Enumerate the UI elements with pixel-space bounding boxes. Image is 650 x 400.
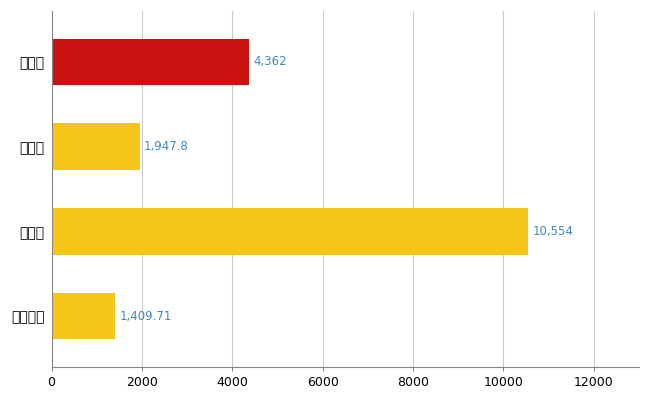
Text: 1,409.71: 1,409.71 (120, 310, 172, 322)
Text: 1,947.8: 1,947.8 (144, 140, 189, 153)
Bar (51, 293, 115, 339)
Bar (51, 39, 249, 85)
Bar (51, 123, 140, 170)
Text: 10,554: 10,554 (533, 225, 574, 238)
Text: 4,362: 4,362 (253, 56, 287, 68)
Bar (51, 208, 528, 255)
